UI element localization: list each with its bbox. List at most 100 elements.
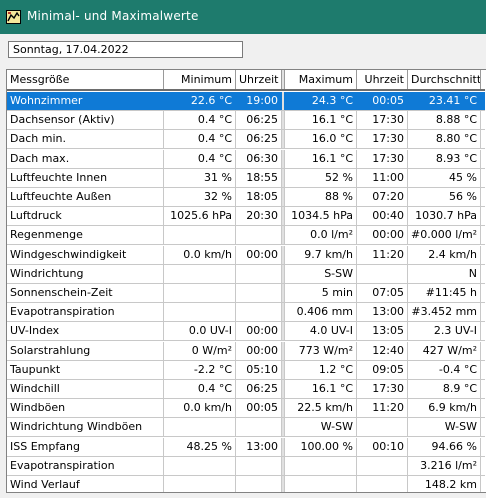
cell-messgroesse: Evapotranspiration <box>7 456 164 475</box>
cell-uhrzeit-max: 17:30 <box>357 149 408 168</box>
table-row[interactable]: Windgeschwindigkeit 0.0 km/h 00:00 9.7 km/h… <box>7 245 485 265</box>
table-row[interactable]: Luftdruck 1025.6 hPa 20:30 1034.5 hPa 00:40 1… <box>7 207 485 227</box>
cell-uhrzeit-max <box>357 264 408 283</box>
cell-maximum: S-SW <box>285 264 357 283</box>
header-messgroesse[interactable]: Messgröße <box>7 70 164 89</box>
cell-uhrzeit-min: 05:10 <box>236 360 282 379</box>
cell-maximum: 24.3 °C <box>285 92 357 110</box>
app-icon <box>6 10 21 24</box>
header-durchschnitt[interactable]: Durchschnitt <box>408 70 481 89</box>
column-divider <box>282 322 285 341</box>
table-row[interactable]: Dach min. 0.4 °C 06:25 16.0 °C 17:30 8.80 °C <box>7 130 485 150</box>
column-divider <box>282 456 285 475</box>
cell-uhrzeit-min: 06:25 <box>236 111 282 130</box>
cell-durchschnitt: -0.4 °C <box>408 360 481 379</box>
cell-uhrzeit-max: 00:00 <box>357 226 408 245</box>
cell-uhrzeit-min <box>236 303 282 322</box>
cell-uhrzeit-max: 07:20 <box>357 188 408 206</box>
column-divider <box>282 360 285 379</box>
cell-uhrzeit-max: 09:05 <box>357 360 408 379</box>
table-row[interactable]: Wind Verlauf 148.2 km <box>7 476 485 492</box>
column-divider <box>282 70 285 89</box>
table-row[interactable]: UV-Index 0.0 UV-I 00:00 4.0 UV-I 13:05 2.3 UV… <box>7 322 485 342</box>
table-row[interactable]: Dach max. 0.4 °C 06:30 16.1 °C 17:30 8.93 °C <box>7 149 485 169</box>
cell-messgroesse: Wind Verlauf <box>7 476 164 492</box>
cell-minimum <box>164 264 236 283</box>
cell-maximum: 16.1 °C <box>285 380 357 398</box>
column-divider <box>282 341 285 360</box>
cell-maximum: 88 % <box>285 188 357 206</box>
cell-durchschnitt: 8.9 °C <box>408 380 481 398</box>
cell-messgroesse: Regenmenge <box>7 226 164 245</box>
cell-minimum: 31 % <box>164 168 236 187</box>
table-row[interactable]: Windböen 0.0 km/h 00:05 22.5 km/h 11:20 6.9 k… <box>7 399 485 419</box>
cell-uhrzeit-max: 13:05 <box>357 322 408 341</box>
column-divider <box>282 245 285 264</box>
cell-durchschnitt: 8.88 °C <box>408 111 481 130</box>
cell-uhrzeit-max: 00:10 <box>357 437 408 456</box>
cell-uhrzeit-min <box>236 456 282 475</box>
column-divider <box>282 207 285 226</box>
date-field[interactable]: Sonntag, 17.04.2022 <box>8 41 243 58</box>
cell-messgroesse: Evapotranspiration <box>7 303 164 322</box>
cell-maximum: 16.1 °C <box>285 149 357 168</box>
cell-minimum: 0 W/m² <box>164 341 236 360</box>
table-row[interactable]: Windrichtung Windböen W-SW W-SW <box>7 418 485 438</box>
cell-uhrzeit-max: 13:00 <box>357 303 408 322</box>
cell-uhrzeit-min: 00:00 <box>236 322 282 341</box>
cell-uhrzeit-max <box>357 418 408 437</box>
cell-maximum: W-SW <box>285 418 357 437</box>
cell-maximum: 22.5 km/h <box>285 399 357 418</box>
table-row[interactable]: ISS Empfang 48.25 % 13:00 100.00 % 00:10 94.6… <box>7 437 485 457</box>
table-row[interactable]: Dachsensor (Aktiv) 0.4 °C 06:25 16.1 °C 17:3… <box>7 111 485 131</box>
cell-maximum <box>285 456 357 475</box>
cell-uhrzeit-max: 11:20 <box>357 399 408 418</box>
header-uhrzeit-min[interactable]: Uhrzeit <box>236 70 282 89</box>
table-header: Messgröße Minimum Uhrzeit Maximum Uhrzei… <box>7 70 485 91</box>
cell-messgroesse: Windgeschwindigkeit <box>7 245 164 264</box>
window-title: Minimal- und Maximalwerte <box>27 9 199 23</box>
cell-minimum <box>164 476 236 492</box>
column-divider <box>282 437 285 456</box>
table-row[interactable]: Windrichtung S-SW N <box>7 264 485 284</box>
cell-uhrzeit-min: 18:55 <box>236 168 282 187</box>
table-row[interactable]: Windchill 0.4 °C 06:25 16.1 °C 17:30 8.9 °C <box>7 380 485 399</box>
cell-maximum: 1034.5 hPa <box>285 207 357 226</box>
cell-uhrzeit-min: 00:00 <box>236 341 282 360</box>
table-row[interactable]: Wohnzimmer 22.6 °C 19:00 24.3 °C 00:05 23.41 … <box>7 92 485 111</box>
cell-messgroesse: Sonnenschein-Zeit <box>7 284 164 302</box>
cell-minimum: 48.25 % <box>164 437 236 456</box>
table-row[interactable]: Solarstrahlung 0 W/m² 00:00 773 W/m² 12:40 42… <box>7 341 485 361</box>
header-minimum[interactable]: Minimum <box>164 70 236 89</box>
cell-maximum: 773 W/m² <box>285 341 357 360</box>
cell-maximum: 100.00 % <box>285 437 357 456</box>
header-maximum[interactable]: Maximum <box>285 70 357 89</box>
cell-maximum: 9.7 km/h <box>285 245 357 264</box>
cell-uhrzeit-min: 20:30 <box>236 207 282 226</box>
cell-messgroesse: Dach max. <box>7 149 164 168</box>
column-divider <box>282 380 285 398</box>
cell-uhrzeit-min <box>236 226 282 245</box>
cell-messgroesse: Windrichtung Windböen <box>7 418 164 437</box>
cell-messgroesse: Windchill <box>7 380 164 398</box>
header-uhrzeit-max[interactable]: Uhrzeit <box>357 70 408 89</box>
cell-uhrzeit-min <box>236 284 282 302</box>
cell-uhrzeit-max: 07:05 <box>357 284 408 302</box>
cell-uhrzeit-min <box>236 264 282 283</box>
column-divider <box>282 284 285 302</box>
cell-minimum <box>164 226 236 245</box>
cell-uhrzeit-max: 17:30 <box>357 380 408 398</box>
cell-uhrzeit-max <box>357 456 408 475</box>
table-row[interactable]: Sonnenschein-Zeit 5 min 07:05 #11:45 h <box>7 284 485 303</box>
table-row[interactable]: Luftfeuchte Außen 32 % 18:05 88 % 07:20 56 % <box>7 188 485 207</box>
cell-durchschnitt: 56 % <box>408 188 481 206</box>
table-row[interactable]: Evapotranspiration 3.216 l/m² <box>7 456 485 476</box>
cell-uhrzeit-min: 06:25 <box>236 130 282 149</box>
column-divider <box>282 130 285 149</box>
table-row[interactable]: Luftfeuchte Innen 31 % 18:55 52 % 11:00 45 % <box>7 168 485 188</box>
table-row[interactable]: Taupunkt -2.2 °C 05:10 1.2 °C 09:05 -0.4 °C <box>7 360 485 380</box>
table-row[interactable]: Regenmenge 0.0 l/m² 00:00 #0.000 l/m² <box>7 226 485 246</box>
table-row[interactable]: Evapotranspiration 0.406 mm 13:00 #3.452 mm <box>7 303 485 323</box>
cell-durchschnitt: #11:45 h <box>408 284 481 302</box>
cell-durchschnitt: N <box>408 264 481 283</box>
